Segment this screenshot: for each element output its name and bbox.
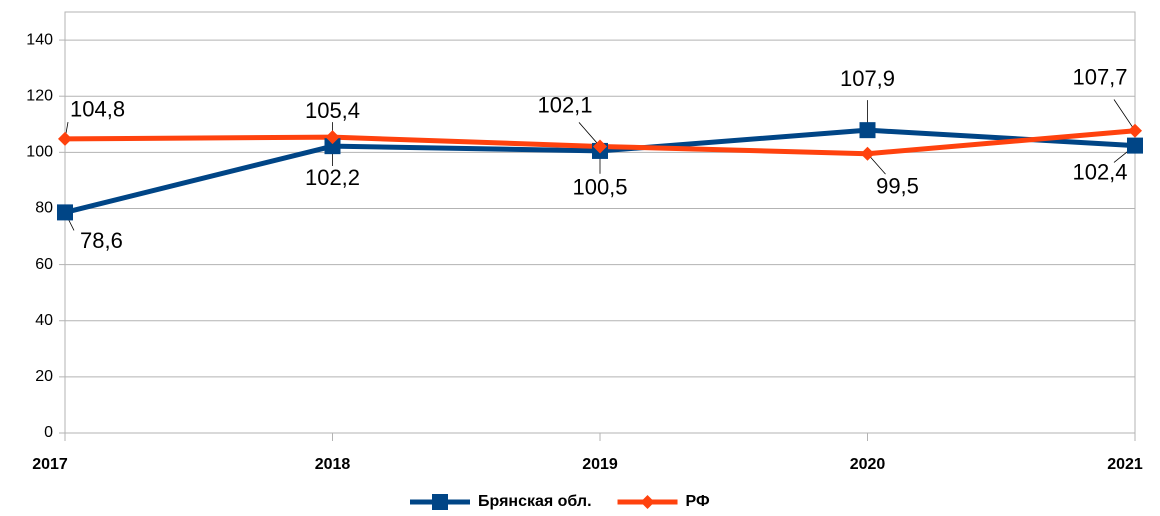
data-label: 78,6 <box>80 228 123 253</box>
data-label: 100,5 <box>572 175 627 200</box>
data-label: 107,9 <box>840 66 895 91</box>
y-tick-label: 120 <box>26 87 53 104</box>
data-label: 104,8 <box>70 97 125 122</box>
data-label: 107,7 <box>1072 65 1127 90</box>
data-label: 102,4 <box>1072 159 1127 184</box>
data-label: 105,4 <box>305 98 360 123</box>
marker <box>58 131 72 146</box>
y-tick-label: 80 <box>35 200 53 217</box>
x-tick-label: 2021 <box>1107 456 1143 473</box>
marker <box>1127 137 1143 154</box>
x-tick-label: 2017 <box>32 456 68 473</box>
x-tick-label: 2018 <box>315 456 351 473</box>
data-label: 99,5 <box>876 174 919 199</box>
marker <box>859 122 876 139</box>
data-label: 102,2 <box>305 165 360 190</box>
legend-label: Брянская обл. <box>478 493 592 510</box>
y-tick-label: 20 <box>35 368 53 385</box>
leader-line <box>578 122 601 147</box>
marker <box>325 130 340 145</box>
data-label: 102,1 <box>537 92 592 117</box>
legend-marker <box>432 494 448 510</box>
marker <box>593 139 607 154</box>
marker <box>57 204 73 221</box>
plot-area <box>64 11 1136 434</box>
x-tick-label: 2019 <box>582 456 618 473</box>
marker <box>1128 123 1142 138</box>
y-tick-label: 40 <box>35 312 53 329</box>
x-tick-label: 2020 <box>850 456 886 473</box>
y-tick-label: 60 <box>35 256 53 273</box>
legend-marker <box>640 495 655 509</box>
y-tick-label: 0 <box>44 424 53 441</box>
marker <box>324 138 341 155</box>
y-tick-label: 140 <box>26 31 53 48</box>
legend-label: РФ <box>686 493 710 510</box>
marker <box>860 146 875 161</box>
y-tick-label: 100 <box>26 144 53 161</box>
leader-line <box>1113 99 1136 131</box>
